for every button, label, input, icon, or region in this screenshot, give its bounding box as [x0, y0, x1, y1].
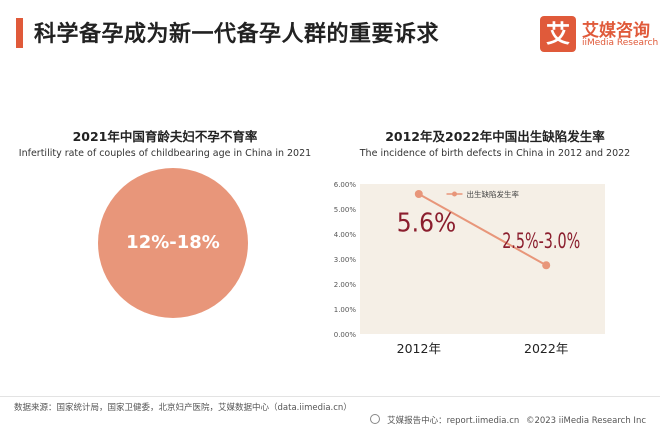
footer-divider — [0, 396, 660, 397]
legend-label: 出生缺陷发生率 — [467, 189, 520, 199]
footer-right: 艾媒报告中心：report.iimedia.cn ©2023 iiMedia R… — [366, 414, 646, 426]
data-source: 数据来源：国家统计局，国家卫健委，北京妇产医院，艾媒数据中心（data.iime… — [14, 403, 352, 413]
data-point — [414, 190, 423, 198]
right-panel-title: 2012年及2022年中国出生缺陷发生率 — [385, 129, 605, 144]
plot-area-background — [360, 184, 605, 334]
infertility-rate-value: 12%-18% — [126, 232, 220, 253]
logo-mark-icon: 艾 — [540, 16, 576, 52]
y-tick-label: 0.00% — [334, 331, 357, 339]
page-title: 科学备孕成为新一代备孕人群的重要诉求 — [34, 22, 440, 47]
data-label: 2.5%-3.0% — [502, 229, 580, 253]
y-tick-label: 1.00% — [334, 306, 357, 314]
y-tick-label: 4.00% — [334, 231, 357, 239]
y-tick-label: 2.00% — [334, 281, 357, 289]
right-panel-subtitle: The incidence of birth defects in China … — [359, 148, 631, 159]
logo-en-text: iiMedia Research — [582, 38, 659, 48]
y-tick-label: 5.00% — [334, 206, 357, 214]
series-line — [418, 193, 547, 267]
copyright: ©2023 iiMedia Research Inc — [525, 416, 646, 426]
y-tick-label: 6.00% — [334, 181, 357, 189]
infertility-rate-circle: 12%-18% — [98, 168, 248, 318]
title-accent-bar — [16, 18, 23, 48]
x-tick-label: 2012年 — [397, 341, 441, 356]
birth-defect-line-chart: 0.00% 1.00% 2.00% 3.00% 4.00% 5.00% 6.00% 2012年… — [334, 181, 605, 356]
data-point — [542, 261, 551, 270]
x-tick-label: 2022年 — [524, 341, 568, 356]
report-center-link[interactable]: 艾媒报告中心：report.iimedia.cn — [387, 416, 520, 426]
y-tick-label: 3.00% — [334, 256, 357, 264]
legend-marker — [452, 191, 457, 197]
iimedia-logo: 艾 艾媒咨询 iiMedia Research — [540, 16, 658, 54]
left-panel-title: 2021年中国育龄夫妇不孕不育率 — [72, 129, 258, 144]
data-label: 5.6% — [397, 209, 456, 239]
report-center-icon — [370, 414, 381, 424]
logo-cn-text: 艾媒咨询 — [582, 21, 650, 41]
left-panel-subtitle: Infertility rate of couples of childbear… — [18, 148, 312, 159]
